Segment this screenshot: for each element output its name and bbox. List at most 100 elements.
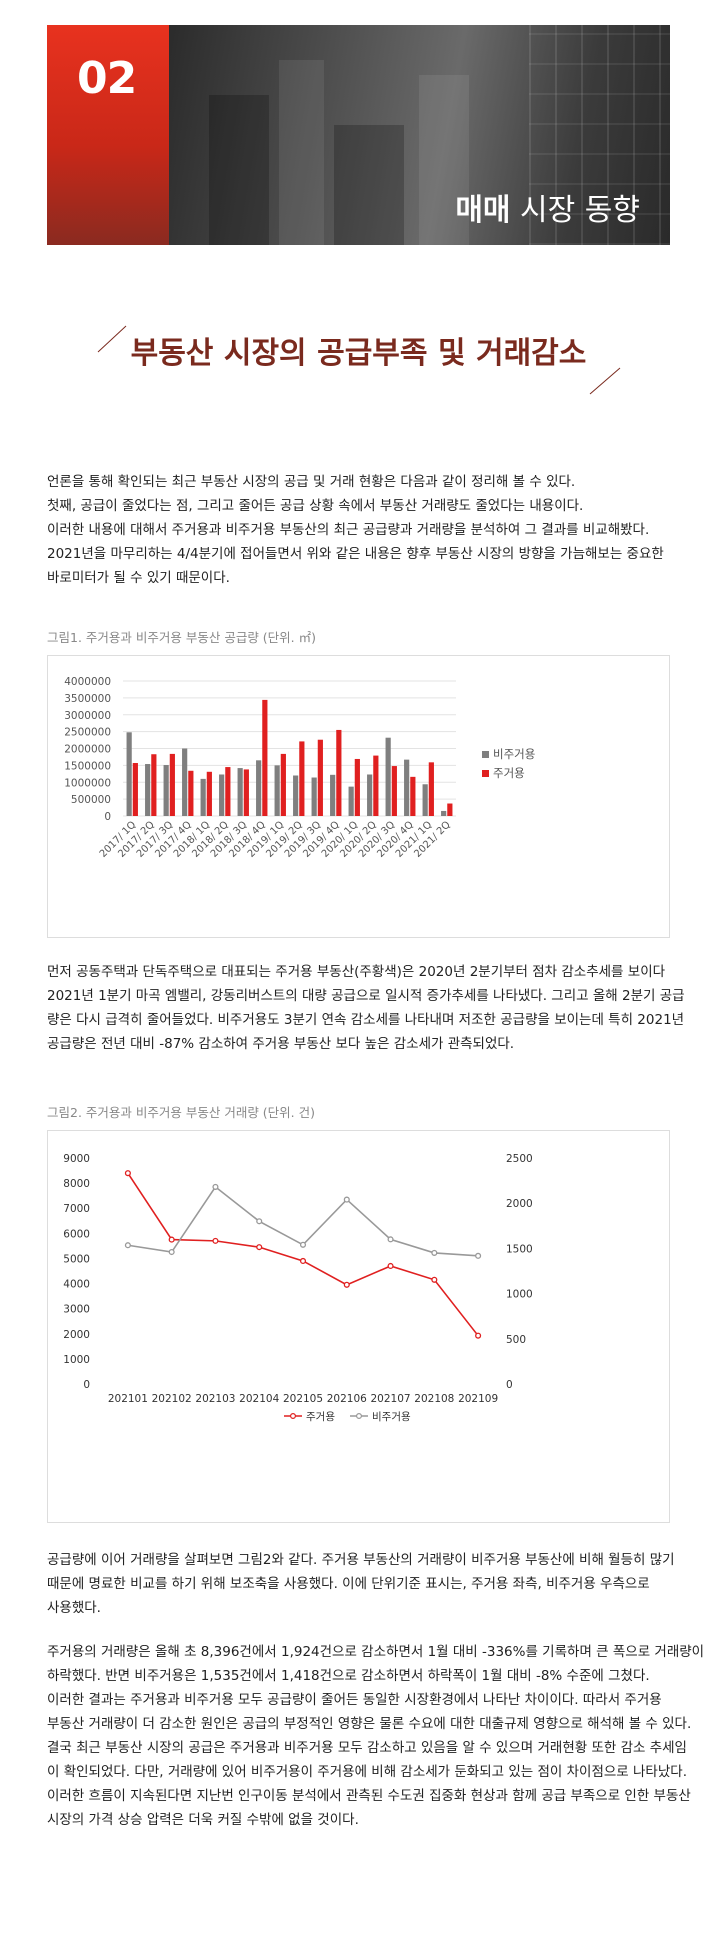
data-point: [124, 1170, 131, 1177]
bar-residential: [447, 803, 453, 816]
left-y-tick-label: 1000: [63, 1354, 90, 1366]
bar-nonresidential: [404, 759, 410, 816]
data-point: [387, 1262, 394, 1270]
right-y-tick-label: 0: [506, 1379, 513, 1391]
banner-accent: [47, 25, 169, 245]
data-point: [431, 1276, 438, 1283]
y-tick-label: 1500000: [64, 760, 111, 772]
x-tick-label: 202102: [152, 1393, 192, 1405]
bar-nonresidential: [348, 786, 354, 816]
bar-nonresidential: [145, 764, 151, 816]
left-y-tick-label: 9000: [63, 1153, 90, 1165]
data-point: [212, 1237, 219, 1244]
data-point: [168, 1236, 175, 1243]
data-point: [475, 1252, 482, 1259]
bar-nonresidential: [330, 774, 336, 816]
x-tick-label: 202107: [371, 1393, 411, 1405]
bar-nonresidential: [274, 765, 280, 816]
data-point: [431, 1249, 438, 1256]
legend-swatch: [482, 770, 489, 777]
data-point: [343, 1196, 350, 1203]
legend-label: 주거용: [493, 766, 525, 780]
conclusion-paragraph: 주거용의 거래량은 올해 초 8,396건에서 1,924건으로 감소하면서 1…: [47, 1644, 705, 1828]
x-tick-label: 202103: [195, 1393, 235, 1405]
legend-label: 주거용: [306, 1411, 335, 1423]
left-y-tick-label: 4000: [63, 1279, 90, 1291]
left-y-tick-label: 3000: [63, 1304, 90, 1316]
bar-residential: [243, 769, 249, 816]
figure1-caption: 그림1. 주거용과 비주거용 부동산 공급량 (단위. ㎡): [47, 630, 316, 645]
data-point: [475, 1332, 482, 1339]
y-tick-label: 2000000: [64, 744, 111, 756]
x-tick-label: 202104: [239, 1393, 279, 1405]
bar-nonresidential: [441, 810, 447, 816]
right-y-tick-label: 1000: [506, 1289, 533, 1301]
headline-decoration: [97, 325, 621, 395]
y-tick-label: 0: [104, 811, 111, 823]
x-tick-label: 202108: [414, 1393, 454, 1405]
data-point: [212, 1183, 219, 1190]
legend-swatch: [482, 751, 489, 758]
bar-nonresidential: [219, 774, 225, 816]
intro-paragraph: 언론을 통해 확인되는 최근 부동산 시장의 공급 및 거래 현황은 다음과 같…: [47, 474, 664, 586]
y-tick-label: 500000: [71, 794, 111, 806]
y-tick-label: 4000000: [64, 676, 111, 688]
bar-residential: [391, 766, 397, 816]
y-tick-label: 3000000: [64, 710, 111, 722]
bar-residential: [262, 699, 268, 816]
data-point: [343, 1281, 350, 1288]
left-y-tick-label: 5000: [63, 1253, 90, 1265]
bar-residential: [151, 754, 157, 816]
bar-residential: [299, 741, 305, 816]
banner-building-image: [169, 25, 670, 245]
legend-label: 비주거용: [372, 1411, 411, 1423]
data-point: [124, 1242, 131, 1249]
bar-residential: [336, 729, 342, 816]
legend-marker: [290, 1413, 297, 1420]
x-tick-label: 202105: [283, 1393, 323, 1405]
headline-block: 부동산 시장의 공급부족 및 거래감소: [90, 318, 627, 398]
left-y-tick-label: 7000: [63, 1203, 90, 1215]
bar-residential: [206, 771, 212, 816]
bar-residential: [428, 762, 434, 816]
bar-residential: [132, 763, 138, 816]
supply-paragraph: 먼저 공동주택과 단독주택으로 대표되는 주거용 부동산(주황색)은 2020년…: [47, 964, 685, 1052]
bar-nonresidential: [126, 732, 132, 816]
bar-residential: [225, 767, 231, 816]
bar-nonresidential: [422, 784, 428, 816]
bar-nonresidential: [237, 768, 243, 816]
left-y-tick-label: 8000: [63, 1178, 90, 1190]
x-tick-label: 202109: [458, 1393, 498, 1405]
bar-nonresidential: [293, 775, 299, 816]
bar-nonresidential: [256, 760, 262, 816]
bar-residential: [188, 770, 194, 816]
figure1-bar-chart: 4000000 3500000 3000000 2500000 2000000 15000…: [47, 655, 670, 938]
bar-nonresidential: [200, 778, 206, 816]
transaction-paragraph: 공급량에 이어 거래량을 살펴보면 그림2와 같다. 주거용 부동산의 거래량이…: [47, 1552, 675, 1616]
bar-nonresidential: [163, 765, 169, 816]
figure2-caption: 그림2. 주거용과 비주거용 부동산 거래량 (단위. 건): [47, 1105, 315, 1120]
right-y-tick-label: 500: [506, 1334, 526, 1346]
figure2-line-chart: 9000 8000 7000 6000 5000 4000 3000 2000 1000 0 250…: [47, 1130, 670, 1523]
bar-residential: [280, 753, 286, 816]
data-point: [387, 1236, 394, 1243]
data-point: [299, 1241, 307, 1248]
bar-chart-svg: 4000000 3500000 3000000 2500000 2000000 15000…: [64, 676, 535, 860]
x-tick-label: 202101: [108, 1393, 148, 1405]
left-y-tick-label: 0: [83, 1379, 90, 1391]
y-tick-label: 2500000: [64, 727, 111, 739]
right-y-tick-label: 2500: [506, 1153, 533, 1165]
bar-nonresidential: [182, 748, 188, 816]
page-headline: 부동산 시장의 공급부족 및 거래감소: [130, 336, 587, 371]
data-point: [256, 1244, 263, 1251]
right-y-tick-label: 1500: [506, 1243, 533, 1255]
legend-marker: [356, 1413, 363, 1420]
x-tick-label: 202106: [327, 1393, 367, 1405]
section-banner: 02 매매 시장 동향: [47, 25, 670, 245]
left-y-tick-label: 2000: [63, 1329, 90, 1341]
data-point: [256, 1218, 263, 1225]
bar-residential: [410, 776, 416, 816]
bar-nonresidential: [385, 737, 391, 816]
left-y-tick-label: 6000: [63, 1228, 90, 1240]
section-title: 매매 시장 동향: [455, 193, 640, 228]
